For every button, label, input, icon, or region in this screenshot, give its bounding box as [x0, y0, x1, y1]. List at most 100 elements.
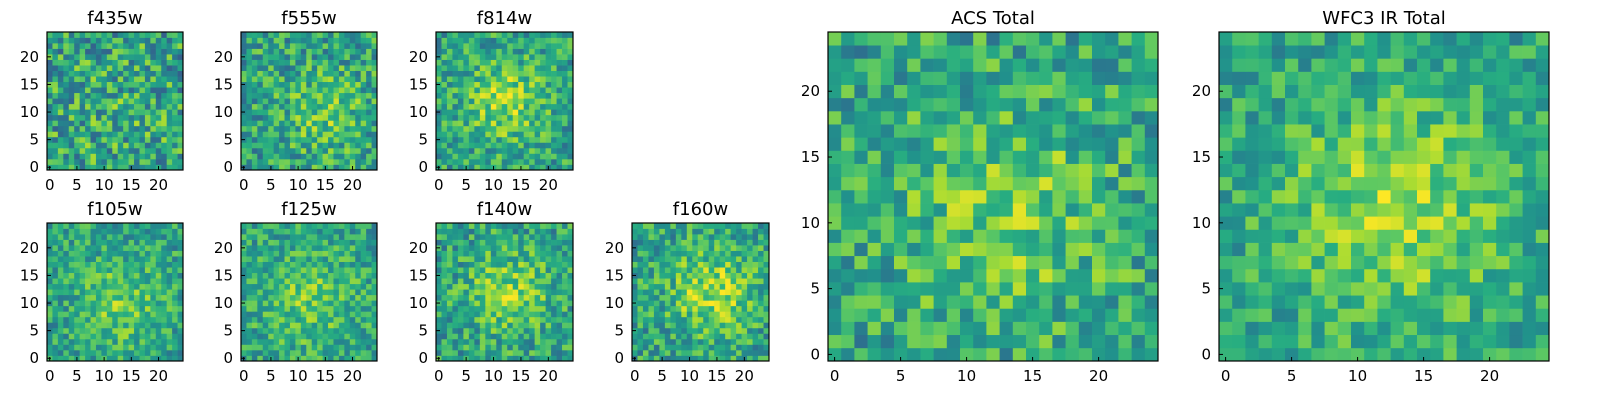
heatmap-cell — [112, 136, 119, 143]
heatmap-cell — [371, 344, 378, 351]
heatmap-cell — [85, 136, 91, 143]
heatmap-cell — [725, 256, 731, 262]
heatmap-cell — [441, 125, 448, 132]
heatmap-cell — [907, 124, 921, 138]
heatmap-cell — [112, 103, 119, 110]
heatmap-cell — [534, 87, 541, 94]
heatmap-cell — [289, 338, 296, 345]
heatmap-cell — [177, 355, 184, 362]
heatmap-cell — [172, 147, 178, 154]
heatmap-cell — [1118, 124, 1132, 138]
heatmap-cell — [306, 103, 313, 110]
heatmap-cell — [562, 267, 568, 274]
heatmap-cell — [681, 333, 688, 340]
heatmap-cell — [355, 81, 362, 88]
heatmap-cell — [545, 338, 552, 345]
heatmap-cell — [1012, 255, 1027, 270]
heatmap-cell — [306, 54, 313, 60]
heatmap-cell — [101, 261, 108, 268]
heatmap-cell — [556, 48, 563, 55]
heatmap-cell — [681, 267, 688, 274]
heatmap-cell — [529, 245, 535, 251]
heatmap-cell — [960, 242, 974, 257]
heatmap-cell — [366, 70, 372, 77]
axes-frame — [435, 31, 574, 171]
heatmap-cell — [328, 103, 334, 110]
heatmap-cell — [139, 164, 146, 171]
heatmap-cell — [79, 70, 86, 77]
heatmap-cell — [117, 223, 124, 229]
heatmap-cell — [300, 147, 307, 154]
heatmap-cell — [166, 333, 173, 340]
heatmap-cell — [112, 37, 119, 44]
heatmap-cell — [366, 32, 372, 38]
heatmap-cell — [257, 223, 264, 229]
heatmap-cell — [366, 125, 372, 132]
heatmap-cell — [139, 147, 146, 154]
heatmap-cell — [973, 295, 987, 309]
heatmap-cell — [436, 48, 442, 55]
axes-frame — [46, 31, 184, 171]
heatmap-cell — [1078, 203, 1093, 217]
heatmap-cell — [463, 294, 470, 301]
heatmap-cell — [664, 250, 671, 257]
heatmap-cell — [123, 103, 129, 110]
heatmap-cell — [284, 311, 291, 318]
heatmap-cell — [512, 81, 519, 88]
heatmap-cell — [123, 70, 129, 77]
heatmap-cell — [507, 338, 514, 345]
heatmap-cell — [999, 203, 1014, 217]
heatmap-cell — [349, 289, 356, 296]
heatmap-cell — [512, 125, 519, 132]
y-tick-label: 10 — [214, 103, 233, 121]
heatmap-cell — [251, 228, 258, 235]
heatmap-cell — [659, 261, 666, 268]
heatmap-cell — [507, 289, 514, 296]
heatmap-cell — [172, 114, 178, 121]
heatmap-cell — [338, 250, 345, 257]
heatmap-cell — [117, 228, 124, 235]
heatmap-cell — [322, 338, 329, 345]
heatmap-cell — [540, 239, 546, 246]
heatmap-cell — [523, 43, 530, 49]
heatmap-cell — [697, 250, 704, 257]
heatmap-cell — [1105, 229, 1119, 243]
heatmap-cell — [90, 81, 97, 88]
heatmap-cell — [485, 250, 492, 257]
x-tick-label: 20 — [343, 176, 362, 194]
heatmap-cell — [960, 321, 974, 336]
heatmap-cell — [241, 153, 247, 160]
heatmap-cell — [763, 349, 770, 356]
heatmap-cell — [328, 349, 334, 356]
heatmap-cell — [155, 349, 162, 356]
heatmap-cell — [529, 98, 535, 105]
heatmap-cell — [463, 37, 470, 44]
heatmap-cell — [562, 81, 568, 88]
heatmap-cell — [540, 228, 546, 235]
heatmap-cell — [452, 250, 459, 257]
heatmap-cell — [68, 311, 75, 318]
heatmap-cell — [155, 54, 162, 60]
heatmap-cell — [85, 305, 91, 312]
heatmap-cell — [295, 136, 302, 143]
heatmap-cell — [344, 147, 351, 154]
heatmap-cell — [349, 283, 356, 290]
heatmap-cell — [251, 131, 258, 138]
heatmap-cell — [540, 147, 546, 154]
heatmap-cell — [74, 327, 80, 334]
heatmap-cell — [360, 267, 367, 274]
heatmap-cell — [741, 256, 748, 262]
heatmap-cell — [501, 43, 508, 49]
heatmap-cell — [474, 120, 481, 127]
heatmap-cell — [284, 250, 291, 257]
heatmap-cell — [355, 136, 362, 143]
heatmap-cell — [166, 103, 173, 110]
heatmap-cell — [52, 70, 59, 77]
heatmap-cell — [452, 158, 459, 165]
heatmap-cell — [311, 278, 318, 285]
heatmap-cell — [752, 250, 759, 257]
heatmap-cell — [534, 81, 541, 88]
heatmap-cell — [854, 268, 868, 283]
heatmap-cell — [474, 338, 481, 345]
